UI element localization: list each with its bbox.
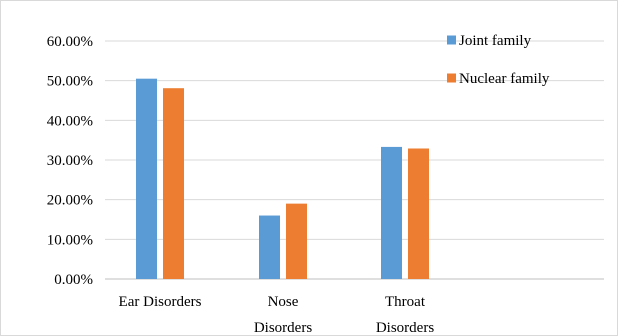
y-tick-label: 10.00% — [47, 232, 93, 248]
y-tick-label: 50.00% — [47, 74, 93, 90]
legend-label: Nuclear family — [459, 71, 550, 87]
bar — [259, 215, 280, 279]
y-tick-label: 0.00% — [54, 272, 93, 288]
legend-label: Joint family — [459, 33, 532, 49]
x-tick-label: Disorders — [254, 320, 312, 336]
bar — [286, 203, 307, 279]
x-tick-label: Disorders — [376, 320, 434, 336]
x-tick-label: Ear Disorders — [119, 294, 202, 310]
bars — [136, 78, 429, 279]
legend: Joint family Nuclear family — [447, 33, 550, 87]
bar — [408, 148, 429, 279]
y-tick-label: 40.00% — [47, 113, 93, 129]
bar — [136, 78, 157, 279]
bar — [381, 146, 402, 279]
bar — [163, 88, 184, 279]
y-tick-label: 30.00% — [47, 153, 93, 169]
x-tick-label: Throat — [385, 294, 426, 310]
legend-swatch — [447, 73, 456, 83]
x-axis: Ear Disorders Nose Disorders Throat Disorder… — [119, 294, 435, 336]
y-tick-label: 60.00% — [47, 34, 93, 50]
x-tick-label: Nose — [268, 294, 299, 310]
y-tick-label: 20.00% — [47, 193, 93, 209]
legend-swatch — [447, 35, 456, 45]
gridlines — [105, 40, 604, 280]
y-axis: 0.00% 10.00% 20.00% 30.00% 40.00% 50.00% 60.00… — [47, 34, 93, 288]
